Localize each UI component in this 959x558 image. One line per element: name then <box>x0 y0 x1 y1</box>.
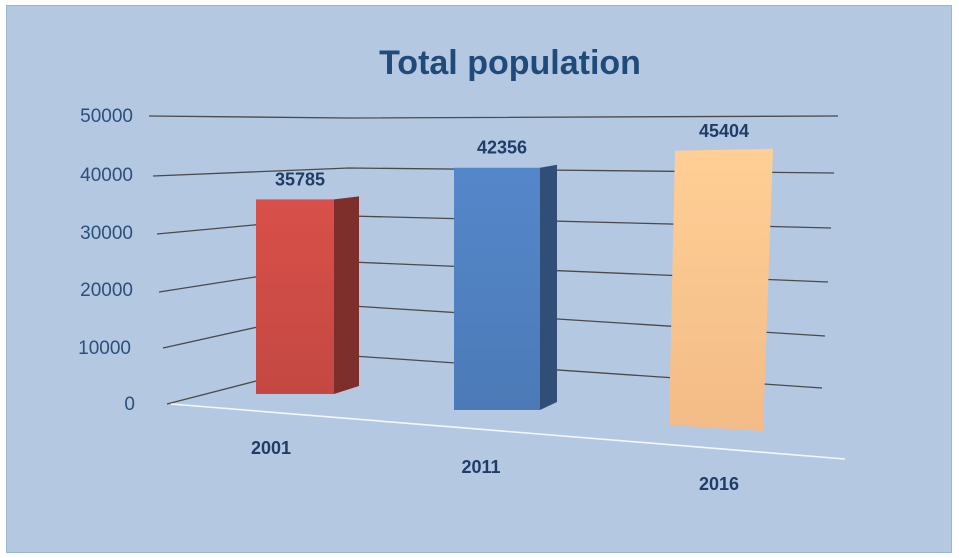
y-tick-label: 40000 <box>80 165 133 186</box>
gridline <box>148 115 839 119</box>
x-tick-label: 2016 <box>699 474 739 494</box>
bar-2001 <box>256 196 359 394</box>
bars <box>256 148 773 432</box>
bar-2016 <box>669 148 773 432</box>
y-tick-label: 20000 <box>80 280 133 301</box>
y-tick-label: 10000 <box>78 338 131 359</box>
data-label: 45404 <box>699 121 749 141</box>
bar-side <box>540 164 557 410</box>
x-tick-label: 2011 <box>461 457 500 477</box>
bar-front <box>669 148 773 432</box>
data-label: 42356 <box>477 138 527 158</box>
y-tick-label: 30000 <box>80 223 133 244</box>
y-tick-label: 50000 <box>80 106 133 127</box>
bar-front <box>256 199 334 394</box>
chart-area: Total population 0 10000 20000 30000 40000 50… <box>6 5 952 553</box>
chart-title: Total population <box>379 44 641 82</box>
bar-side <box>334 196 359 394</box>
bar-front <box>454 167 540 410</box>
bar-chart: Total population 0 10000 20000 30000 40000 50… <box>78 44 846 494</box>
gridline <box>152 167 835 177</box>
bar-2011 <box>454 164 557 410</box>
x-tick-label: 2001 <box>251 438 291 458</box>
data-label: 35785 <box>275 169 325 189</box>
labels: 0 10000 20000 30000 40000 50000 35785 42356 4540… <box>78 106 749 494</box>
y-tick-label: 0 <box>124 394 135 415</box>
chart-floor <box>170 403 846 460</box>
floor-edge <box>170 403 846 460</box>
